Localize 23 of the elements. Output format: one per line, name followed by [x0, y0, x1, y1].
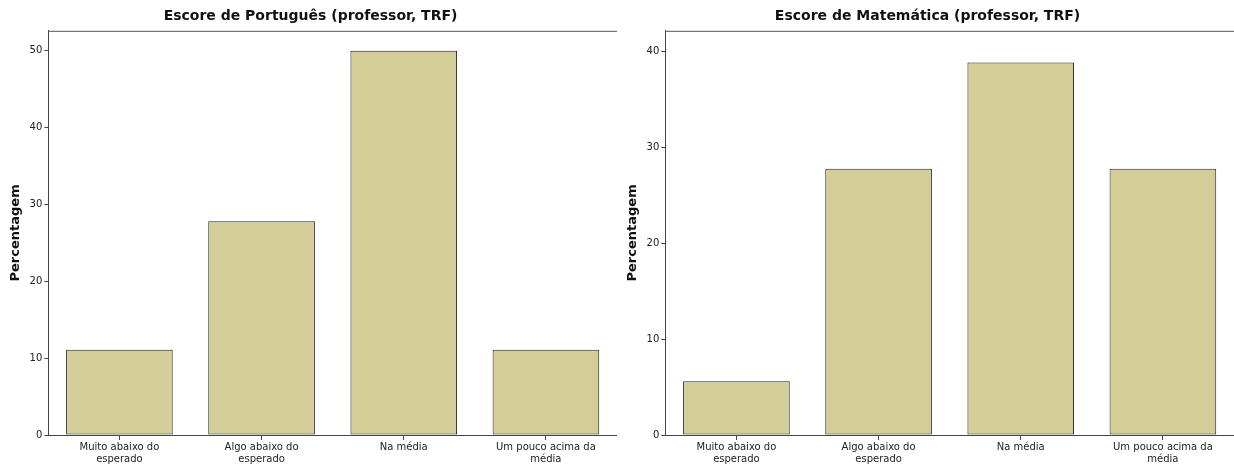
x-tick-label: Um pouco acima da média: [496, 440, 596, 464]
x-tick-label: Algo abaixo do esperado: [224, 440, 299, 464]
y-tick-label: 0: [652, 428, 660, 440]
chart-title: Escore de Português (professor, TRF): [163, 7, 458, 24]
x-tick-label: Muito abaixo do esperado: [696, 440, 777, 464]
y-tick-label: 20: [646, 237, 660, 249]
x-tick-label: Na média: [996, 440, 1045, 452]
x-tick-label: Na média: [379, 440, 428, 452]
x-tick-label: Muito abaixo do esperado: [79, 440, 160, 464]
y-tick-label: 30: [29, 198, 43, 210]
y-tick-label: 50: [29, 44, 43, 56]
y-tick-label: 10: [646, 332, 660, 344]
y-tick-label: 20: [29, 274, 43, 286]
y-tick-label: 40: [29, 121, 43, 133]
y-axis-title: Percentagem: [624, 184, 640, 282]
y-tick-label: 0: [35, 428, 43, 440]
y-axis-title: Percentagem: [7, 184, 23, 282]
x-tick-label: Um pouco acima da média: [1113, 440, 1213, 464]
x-tick-label: Algo abaixo do esperado: [841, 440, 916, 464]
y-tick-label: 30: [646, 141, 660, 153]
y-tick-label: 10: [29, 351, 43, 363]
chart-title: Escore de Matemática (professor, TRF): [774, 7, 1081, 24]
y-tick-label: 40: [646, 45, 660, 57]
